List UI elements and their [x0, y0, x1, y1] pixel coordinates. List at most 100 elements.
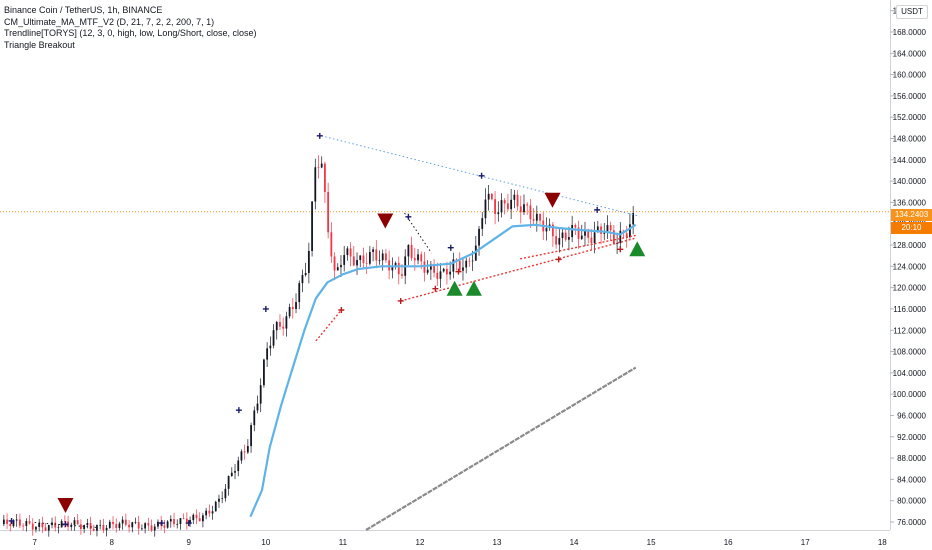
candle-body — [452, 259, 455, 272]
sell-arrow — [544, 192, 561, 208]
candle-body — [259, 385, 262, 404]
y-tick-label: 148.0000 — [893, 134, 927, 143]
candle-body — [436, 272, 439, 279]
indicator-cm-ultimate-ma[interactable]: CM_Ultimate_MA_MTF_V2 (D, 21, 7, 2, 2, 2… — [4, 16, 215, 27]
candle-body — [336, 267, 339, 271]
pivot-high-marker — [594, 206, 601, 213]
candles — [2, 155, 635, 537]
countdown-tag: 20:10 — [891, 222, 932, 234]
candle-body — [600, 226, 602, 234]
candle-body — [580, 235, 583, 239]
candle-body — [340, 264, 342, 268]
candle-body — [25, 520, 28, 526]
candle-body — [9, 523, 12, 527]
candle-body — [320, 163, 323, 168]
candle-body — [629, 224, 631, 238]
candle-body — [19, 519, 21, 526]
candle-body — [381, 253, 384, 261]
candle-body — [124, 519, 127, 525]
pivot-high-marker — [478, 172, 485, 179]
candle-body — [96, 525, 98, 531]
price-axis — [890, 0, 932, 550]
candle-body — [112, 521, 114, 525]
candle-body — [555, 236, 557, 245]
candle-body — [526, 204, 529, 206]
y-tick-label: 112.0000 — [893, 326, 926, 335]
candle-body — [497, 212, 500, 215]
candle-body — [192, 514, 195, 521]
candle-body — [44, 527, 47, 531]
candle-body — [134, 522, 137, 523]
candle-body — [609, 225, 612, 231]
candle-body — [519, 206, 522, 213]
candle-body — [625, 233, 628, 238]
candle-body — [121, 519, 124, 524]
candle-body — [35, 527, 37, 530]
candle-body — [89, 523, 92, 529]
candle-body — [468, 260, 471, 262]
candle-body — [282, 326, 285, 329]
candle-body — [507, 203, 509, 210]
candle-body — [343, 255, 346, 265]
pivot-high-marker — [405, 213, 412, 220]
candle-body — [545, 228, 548, 232]
candle-body — [237, 460, 240, 472]
candle-body — [535, 213, 538, 221]
buy-arrow — [446, 280, 463, 296]
candle-body — [612, 230, 615, 245]
candle-body — [523, 204, 525, 213]
candle-body — [503, 200, 506, 204]
x-tick-label: 18 — [878, 538, 887, 547]
candle-body — [439, 271, 442, 279]
candle-body — [446, 268, 448, 275]
candle-body — [484, 199, 487, 219]
indicator-trendline-torys[interactable]: Trendline[TORYS] (12, 3, 0, high, low, L… — [4, 28, 257, 38]
currency-badge[interactable]: USDT — [896, 5, 928, 19]
candle-body — [596, 226, 599, 233]
candle-body — [307, 250, 310, 274]
candle-body — [12, 520, 15, 527]
trendline-support — [315, 309, 342, 342]
pivot-low-marker — [338, 307, 345, 314]
candle-body — [198, 518, 201, 522]
y-tick-label: 124.0000 — [893, 262, 927, 271]
x-tick-label: 17 — [801, 538, 810, 547]
indicator-triangle-breakout[interactable]: Triangle Breakout — [4, 39, 75, 50]
candle-body — [619, 230, 622, 244]
pivot-low-marker — [617, 246, 624, 253]
candle-body — [269, 345, 272, 349]
candle-body — [513, 194, 516, 200]
pivot-high-marker — [8, 517, 15, 524]
candle-body — [205, 510, 208, 516]
candle-body — [603, 232, 606, 234]
candle-body — [616, 243, 618, 245]
x-tick-label: 13 — [493, 538, 502, 547]
candle-body — [234, 471, 236, 473]
y-tick-label: 76.0000 — [897, 518, 926, 527]
candle-body — [279, 321, 281, 327]
candle-body — [352, 256, 355, 266]
y-tick-label: 128.0000 — [893, 241, 927, 250]
candle-body — [131, 522, 134, 528]
candle-body — [144, 523, 147, 529]
candle-body — [208, 510, 211, 514]
candle-body — [83, 525, 86, 530]
candle-body — [240, 451, 243, 461]
candle-body — [157, 521, 159, 527]
candle-body — [494, 199, 496, 215]
trendline-support — [519, 234, 636, 260]
candle-body — [420, 254, 423, 262]
candle-body — [330, 232, 333, 257]
candle-body — [57, 527, 60, 529]
candle-body — [195, 514, 198, 519]
candle-body — [378, 260, 381, 261]
x-tick-label: 15 — [647, 538, 656, 547]
candle-body — [224, 488, 227, 499]
candle-body — [571, 225, 574, 238]
pivot-high-marker — [316, 132, 323, 139]
y-tick-label: 100.0000 — [893, 390, 927, 399]
candle-body — [211, 511, 214, 514]
sell-arrow — [377, 213, 394, 229]
y-tick-label: 164.0000 — [893, 49, 927, 58]
